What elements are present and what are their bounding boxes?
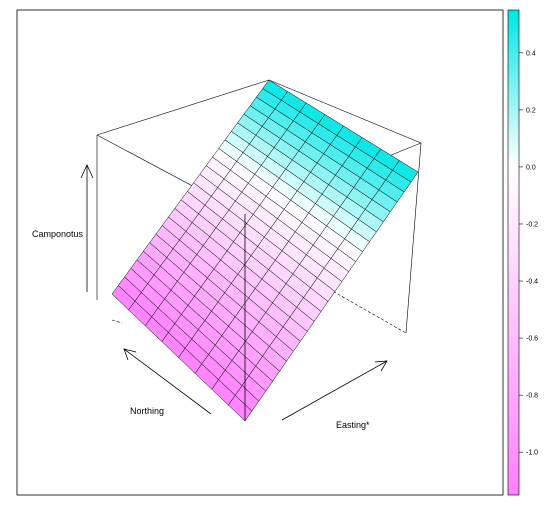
colorbar-ticks: 0.4 0.2 0.0 -0.2 -0.4 -0.6 -0.8 -1.0 bbox=[519, 50, 538, 457]
y-axis-label: Northing bbox=[130, 406, 164, 416]
colorbar-fill bbox=[507, 9, 520, 496]
colorbar-tick-label: 0.4 bbox=[526, 50, 536, 57]
colorbar-tick-label: 0.0 bbox=[526, 164, 536, 171]
colorbar-tick-label: -0.4 bbox=[526, 279, 538, 286]
easting-axis-arrowhead bbox=[374, 360, 388, 372]
x-axis-label: Easting* bbox=[336, 420, 370, 430]
colorbar: 0.4 0.2 0.0 -0.2 -0.4 -0.6 -0.8 -1.0 bbox=[507, 9, 538, 496]
z-axis-label: Camponotus bbox=[32, 229, 84, 239]
colorbar-tick-label: -0.8 bbox=[526, 393, 538, 400]
colorbar-tick-label: -1.0 bbox=[526, 450, 538, 457]
plot-frame bbox=[16, 9, 504, 496]
northing-axis-arrow bbox=[123, 348, 212, 415]
colorbar-tick-label: -0.2 bbox=[526, 221, 538, 228]
z-axis-arrowhead bbox=[80, 164, 94, 179]
surface-facet bbox=[392, 160, 419, 183]
surface-mesh bbox=[111, 79, 419, 422]
easting-axis-arrow bbox=[281, 360, 388, 421]
colorbar-tick-label: -0.6 bbox=[526, 336, 538, 343]
colorbar-tick-label: 0.2 bbox=[526, 107, 536, 114]
northing-axis-arrowhead bbox=[123, 348, 137, 361]
axis-arrows bbox=[80, 164, 388, 421]
